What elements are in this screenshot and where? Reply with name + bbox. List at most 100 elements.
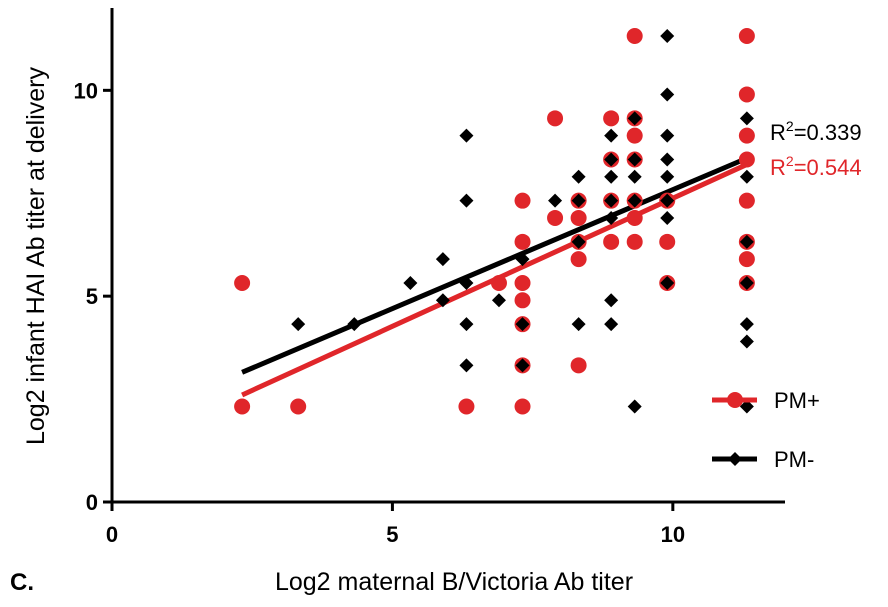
point-pm-plus: [738, 251, 755, 268]
point-pm-minus: [739, 334, 754, 349]
point-pm-minus: [459, 358, 474, 373]
point-pm-minus: [660, 169, 675, 184]
point-pm-plus: [514, 292, 531, 309]
point-pm-minus: [660, 87, 675, 102]
point-pm-minus: [347, 317, 362, 332]
point-pm-plus: [514, 274, 531, 291]
data-points: [234, 27, 755, 415]
point-pm-minus: [627, 152, 642, 167]
point-pm-plus: [570, 357, 587, 374]
point-pm-minus: [459, 275, 474, 290]
point-pm-plus: [738, 27, 755, 44]
point-pm-plus: [738, 192, 755, 209]
point-pm-plus: [626, 127, 643, 144]
point-pm-minus: [515, 252, 530, 267]
r2-symbol: R: [770, 120, 786, 145]
x-tick-label: 0: [106, 522, 118, 547]
point-pm-minus: [491, 293, 506, 308]
point-pm-plus: [514, 192, 531, 209]
point-pm-minus: [435, 252, 450, 267]
point-pm-minus: [548, 193, 563, 208]
point-pm-minus: [660, 210, 675, 225]
point-pm-minus: [291, 317, 306, 332]
point-pm-minus: [660, 152, 675, 167]
x-axis-label: Log2 maternal B/Victoria Ab titer: [275, 568, 633, 596]
point-pm-minus: [515, 358, 530, 373]
point-pm-minus: [627, 169, 642, 184]
point-pm-plus: [626, 209, 643, 226]
legend-marker-pm-minus: [728, 452, 742, 466]
y-tick-label: 10: [74, 78, 98, 103]
legend: PM+ PM-: [712, 388, 820, 472]
y-tick-label: 0: [86, 490, 98, 515]
point-pm-minus: [604, 293, 619, 308]
r2-value: =0.339: [794, 120, 862, 145]
point-pm-minus: [571, 193, 586, 208]
panel-label: C.: [10, 569, 34, 596]
r2-superscript: 2: [786, 118, 794, 134]
point-pm-minus: [435, 293, 450, 308]
point-pm-minus: [459, 317, 474, 332]
point-pm-plus: [659, 233, 676, 250]
r2-symbol: R: [770, 155, 786, 180]
x-tick-label: 10: [661, 522, 685, 547]
point-pm-minus: [571, 317, 586, 332]
point-pm-minus: [627, 111, 642, 126]
point-pm-plus: [514, 398, 531, 415]
point-pm-minus: [660, 193, 675, 208]
point-pm-minus: [403, 275, 418, 290]
legend-marker-pm-plus: [727, 392, 743, 408]
point-pm-plus: [738, 86, 755, 103]
point-pm-minus: [660, 128, 675, 143]
point-pm-plus: [547, 209, 564, 226]
point-pm-minus: [739, 275, 754, 290]
point-pm-minus: [604, 169, 619, 184]
r2-pm-plus: R2=0.544: [770, 153, 862, 180]
point-pm-plus: [458, 398, 475, 415]
point-pm-plus: [738, 151, 755, 168]
r2-value: =0.544: [794, 155, 862, 180]
point-pm-plus: [738, 127, 755, 144]
point-pm-minus: [571, 234, 586, 249]
point-pm-minus: [604, 193, 619, 208]
point-pm-minus: [459, 193, 474, 208]
point-pm-minus: [627, 399, 642, 414]
point-pm-minus: [739, 169, 754, 184]
r2-pm-minus: R2=0.339: [770, 118, 862, 145]
point-pm-plus: [603, 233, 620, 250]
point-pm-plus: [603, 110, 620, 127]
point-pm-plus: [626, 27, 643, 44]
point-pm-minus: [739, 399, 754, 414]
point-pm-plus: [547, 110, 564, 127]
point-pm-plus: [490, 274, 507, 291]
point-pm-minus: [604, 210, 619, 225]
fit-line-pm-minus: [241, 155, 748, 375]
point-pm-plus: [234, 398, 251, 415]
point-pm-minus: [604, 152, 619, 167]
point-pm-minus: [739, 111, 754, 126]
point-pm-minus: [627, 193, 642, 208]
point-pm-minus: [660, 275, 675, 290]
point-pm-plus: [290, 398, 307, 415]
point-pm-minus: [571, 169, 586, 184]
point-pm-minus: [739, 317, 754, 332]
point-pm-minus: [459, 128, 474, 143]
point-pm-minus: [604, 317, 619, 332]
point-pm-minus: [604, 128, 619, 143]
legend-label-pm-minus: PM-: [774, 447, 814, 472]
y-axis-label: Log2 infant HAI Ab titer at delivery: [22, 67, 50, 445]
point-pm-plus: [514, 233, 531, 250]
point-pm-minus: [660, 28, 675, 43]
point-pm-minus: [739, 234, 754, 249]
r2-superscript: 2: [786, 153, 794, 169]
point-pm-plus: [626, 233, 643, 250]
y-tick-label: 5: [86, 284, 98, 309]
axes: 0 5 10 0 5 10: [74, 8, 785, 547]
point-pm-plus: [570, 251, 587, 268]
x-tick-label: 5: [386, 522, 398, 547]
legend-label-pm-plus: PM+: [774, 388, 820, 413]
point-pm-plus: [234, 274, 251, 291]
point-pm-plus: [570, 209, 587, 226]
